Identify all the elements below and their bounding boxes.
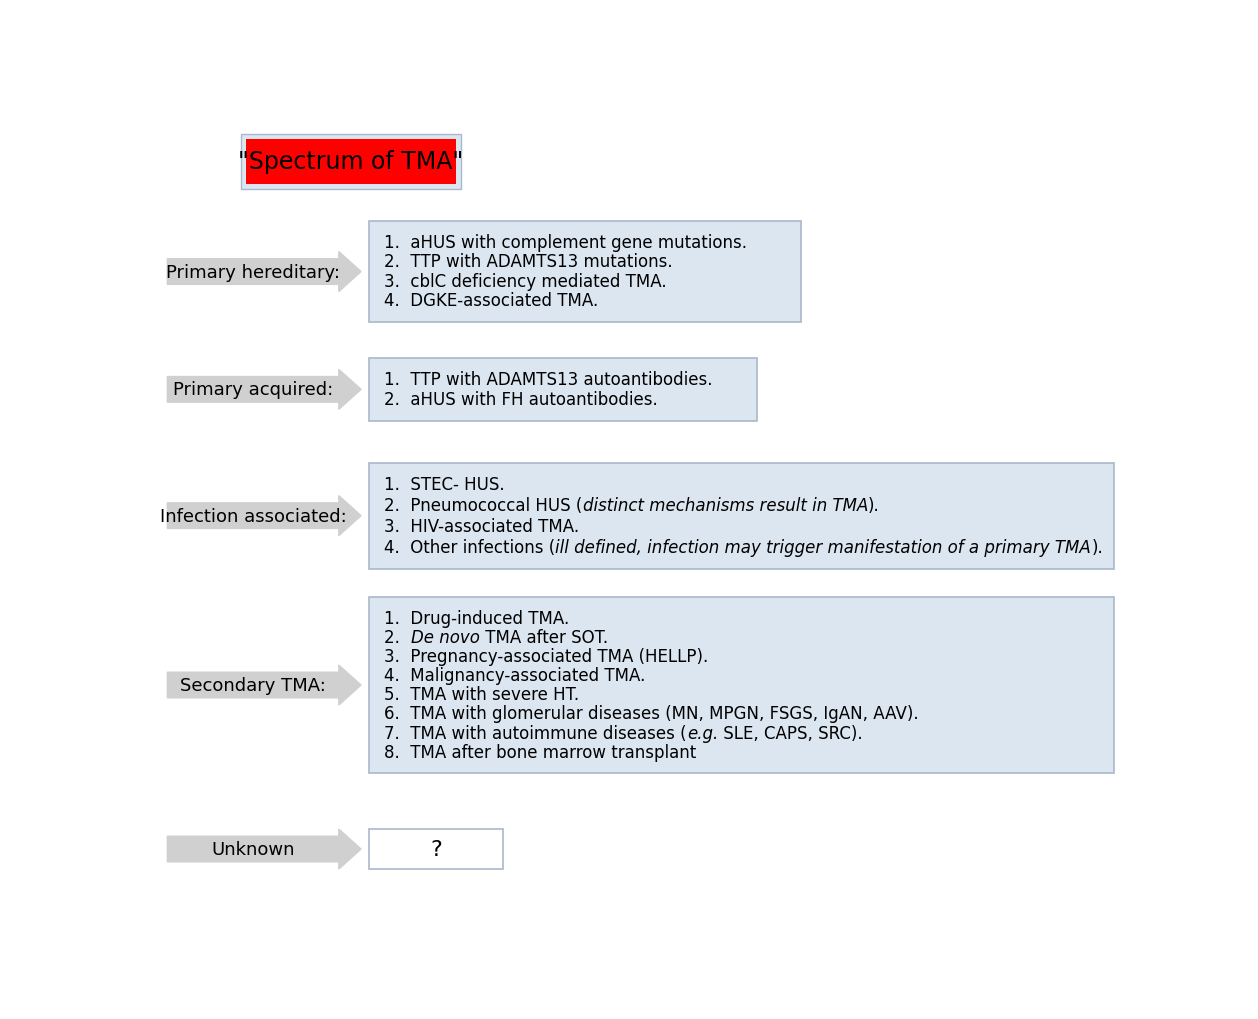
- Text: ?: ?: [430, 840, 442, 859]
- Text: 1.  aHUS with complement gene mutations.: 1. aHUS with complement gene mutations.: [385, 233, 747, 252]
- Text: Primary hereditary:: Primary hereditary:: [166, 263, 340, 281]
- Polygon shape: [167, 253, 361, 292]
- Text: Secondary TMA:: Secondary TMA:: [180, 677, 326, 694]
- Text: De novo: De novo: [410, 628, 479, 646]
- Text: TMA after SOT.: TMA after SOT.: [479, 628, 608, 646]
- Text: 1.  STEC- HUS.: 1. STEC- HUS.: [385, 475, 504, 493]
- Text: 8.  TMA after bone marrow transplant: 8. TMA after bone marrow transplant: [385, 743, 697, 761]
- Text: 1.  Drug-induced TMA.: 1. Drug-induced TMA.: [385, 609, 570, 627]
- Text: 2.: 2.: [385, 628, 410, 646]
- FancyBboxPatch shape: [247, 140, 455, 184]
- Text: 4.  Other infections (: 4. Other infections (: [385, 538, 556, 556]
- Text: 2.  TTP with ADAMTS13 mutations.: 2. TTP with ADAMTS13 mutations.: [385, 253, 673, 271]
- Text: 4.  Malignancy-associated TMA.: 4. Malignancy-associated TMA.: [385, 666, 645, 685]
- Text: Primary acquired:: Primary acquired:: [172, 381, 333, 399]
- Text: SLE, CAPS, SRC).: SLE, CAPS, SRC).: [718, 723, 863, 742]
- Text: ).: ).: [1091, 538, 1103, 556]
- FancyBboxPatch shape: [369, 359, 756, 422]
- FancyBboxPatch shape: [369, 829, 503, 869]
- FancyBboxPatch shape: [369, 463, 1115, 570]
- Text: distinct mechanisms result in TMA: distinct mechanisms result in TMA: [582, 496, 868, 515]
- Text: 7.  TMA with autoimmune diseases (: 7. TMA with autoimmune diseases (: [385, 723, 687, 742]
- Text: 5.  TMA with severe HT.: 5. TMA with severe HT.: [385, 686, 580, 703]
- Text: ill defined, infection may trigger manifestation of a primary TMA: ill defined, infection may trigger manif…: [556, 538, 1091, 556]
- Text: ).: ).: [868, 496, 879, 515]
- FancyBboxPatch shape: [369, 222, 801, 322]
- Text: e.g.: e.g.: [687, 723, 718, 742]
- Text: 1.  TTP with ADAMTS13 autoantibodies.: 1. TTP with ADAMTS13 autoantibodies.: [385, 370, 713, 388]
- Polygon shape: [167, 829, 361, 869]
- Text: Infection associated:: Infection associated:: [160, 507, 346, 525]
- FancyBboxPatch shape: [369, 598, 1115, 773]
- Text: 4.  DGKE-associated TMA.: 4. DGKE-associated TMA.: [385, 292, 599, 310]
- Text: 2.  aHUS with FH autoantibodies.: 2. aHUS with FH autoantibodies.: [385, 390, 658, 409]
- Text: 2.  Pneumococcal HUS (: 2. Pneumococcal HUS (: [385, 496, 582, 515]
- Polygon shape: [167, 665, 361, 705]
- Text: 3.  Pregnancy-associated TMA (HELLP).: 3. Pregnancy-associated TMA (HELLP).: [385, 647, 708, 665]
- FancyBboxPatch shape: [242, 135, 460, 190]
- Text: 6.  TMA with glomerular diseases (MN, MPGN, FSGS, IgAN, AAV).: 6. TMA with glomerular diseases (MN, MPG…: [385, 705, 918, 722]
- Polygon shape: [167, 496, 361, 536]
- Polygon shape: [167, 370, 361, 410]
- Text: 3.  cblC deficiency mediated TMA.: 3. cblC deficiency mediated TMA.: [385, 273, 667, 290]
- Text: "Spectrum of TMA": "Spectrum of TMA": [238, 150, 464, 174]
- Text: 3.  HIV-associated TMA.: 3. HIV-associated TMA.: [385, 517, 580, 535]
- Text: Unknown: Unknown: [211, 841, 294, 858]
